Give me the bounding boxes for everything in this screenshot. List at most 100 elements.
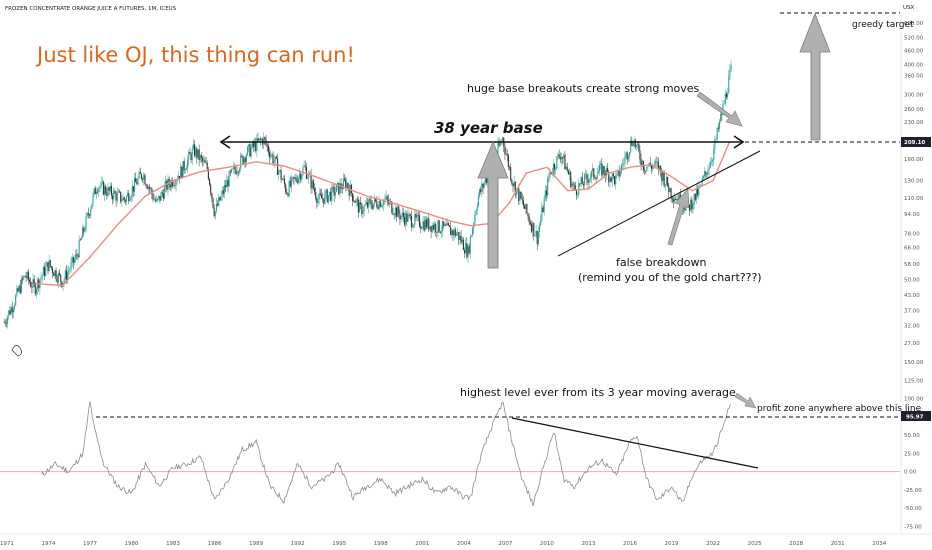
candle-body xyxy=(690,199,692,211)
candle-body xyxy=(475,210,477,215)
candle-body xyxy=(65,270,68,280)
candle-body xyxy=(99,186,101,189)
candle-body xyxy=(46,262,48,267)
candle-body xyxy=(10,307,12,315)
candle-body xyxy=(339,183,341,195)
candle-body xyxy=(220,195,222,201)
candle-body xyxy=(608,171,610,183)
candle-body xyxy=(343,178,346,181)
oscillator-tick-label: 0.00 xyxy=(904,470,917,476)
candle-body xyxy=(662,172,664,181)
candle-body xyxy=(101,181,103,183)
candle-body xyxy=(695,188,698,200)
candle-body xyxy=(198,149,200,161)
candle-body xyxy=(313,188,316,192)
price-tick-label: 110.00 xyxy=(904,196,924,202)
candle-body xyxy=(227,180,229,187)
target-up-arrow xyxy=(799,12,831,141)
price-axis-ticks: 600.00 520.00 460.00 400.00 360.00 300.00 260.… xyxy=(904,21,924,347)
candle-body xyxy=(410,215,413,227)
oscillator-tick-label: 25.00 xyxy=(904,451,920,457)
candle-body xyxy=(272,154,274,164)
candle-body xyxy=(354,201,356,203)
candle-body xyxy=(567,170,569,175)
candle-body xyxy=(417,215,419,217)
candle-body xyxy=(163,186,166,199)
candle-body xyxy=(87,212,89,215)
candle-body xyxy=(196,148,198,158)
candle-body xyxy=(512,183,514,187)
candle-body xyxy=(167,178,169,190)
candle-body xyxy=(8,310,10,317)
candle-body xyxy=(513,181,515,187)
candle-body xyxy=(514,181,516,195)
candle-body xyxy=(369,199,371,201)
candle-body xyxy=(25,275,27,278)
candle-body xyxy=(260,139,263,141)
base-arrow-right-head xyxy=(733,135,745,149)
candle-body xyxy=(661,171,663,181)
candle-body xyxy=(303,165,305,168)
candle-body xyxy=(527,213,529,217)
candle-body xyxy=(460,235,462,243)
candle-body xyxy=(298,173,301,178)
candle-body xyxy=(11,307,13,313)
candle-body xyxy=(348,187,350,196)
candle-body xyxy=(259,138,261,141)
candle-body xyxy=(9,310,11,315)
candle-body xyxy=(64,270,66,279)
candle-body xyxy=(386,196,388,200)
candle-body xyxy=(293,177,295,179)
candle-body xyxy=(287,193,289,196)
candle-body xyxy=(406,213,408,222)
candle-body xyxy=(170,179,173,188)
candle-body xyxy=(371,205,373,209)
candle-body xyxy=(579,183,581,185)
candle-body xyxy=(730,65,732,69)
candle-body xyxy=(476,206,478,211)
oscillator-axis-ticks: 150.00125.00100.0075.0050.0025.000.00-25… xyxy=(904,360,924,530)
candle-body xyxy=(401,212,403,217)
candle-body xyxy=(618,169,620,177)
candle-body xyxy=(510,167,512,180)
price-tick-label: 300.00 xyxy=(904,92,924,98)
candle-body xyxy=(243,157,245,164)
time-tick-label: 1980 xyxy=(125,541,139,547)
candle-body xyxy=(145,184,147,186)
candle-body xyxy=(616,173,618,177)
candle-body xyxy=(442,221,444,232)
candle-body xyxy=(296,180,298,183)
candle-body xyxy=(288,180,290,196)
candle-body xyxy=(281,179,283,181)
candle-body xyxy=(270,155,272,158)
candle-body xyxy=(301,174,303,180)
candle-body xyxy=(364,204,366,206)
candle-body xyxy=(22,278,24,280)
candle-body xyxy=(19,285,21,293)
candle-body xyxy=(430,226,432,232)
candle-body xyxy=(108,187,110,191)
target-label: greedy target xyxy=(852,20,914,30)
candle-body xyxy=(607,168,609,172)
candle-body xyxy=(214,211,216,217)
candle-body xyxy=(458,232,460,241)
candle-body xyxy=(559,157,561,160)
candle-body xyxy=(5,323,8,325)
time-tick-label: 1986 xyxy=(208,541,222,547)
candle-body xyxy=(283,178,286,185)
candle-body xyxy=(363,205,365,212)
candle-body xyxy=(398,206,400,214)
candle-body xyxy=(356,199,358,201)
candle-body xyxy=(715,138,717,140)
candle-body xyxy=(568,172,571,175)
candle-body xyxy=(48,260,50,271)
price-tick-label: 32.00 xyxy=(904,323,920,329)
candle-body xyxy=(610,177,612,182)
candle-body xyxy=(75,254,77,260)
candle-body xyxy=(535,230,537,236)
candle-body xyxy=(622,164,624,165)
candle-body xyxy=(52,267,54,274)
highest-level-label: highest level ever from its 3 year movin… xyxy=(460,386,736,399)
candle-body xyxy=(379,201,381,207)
